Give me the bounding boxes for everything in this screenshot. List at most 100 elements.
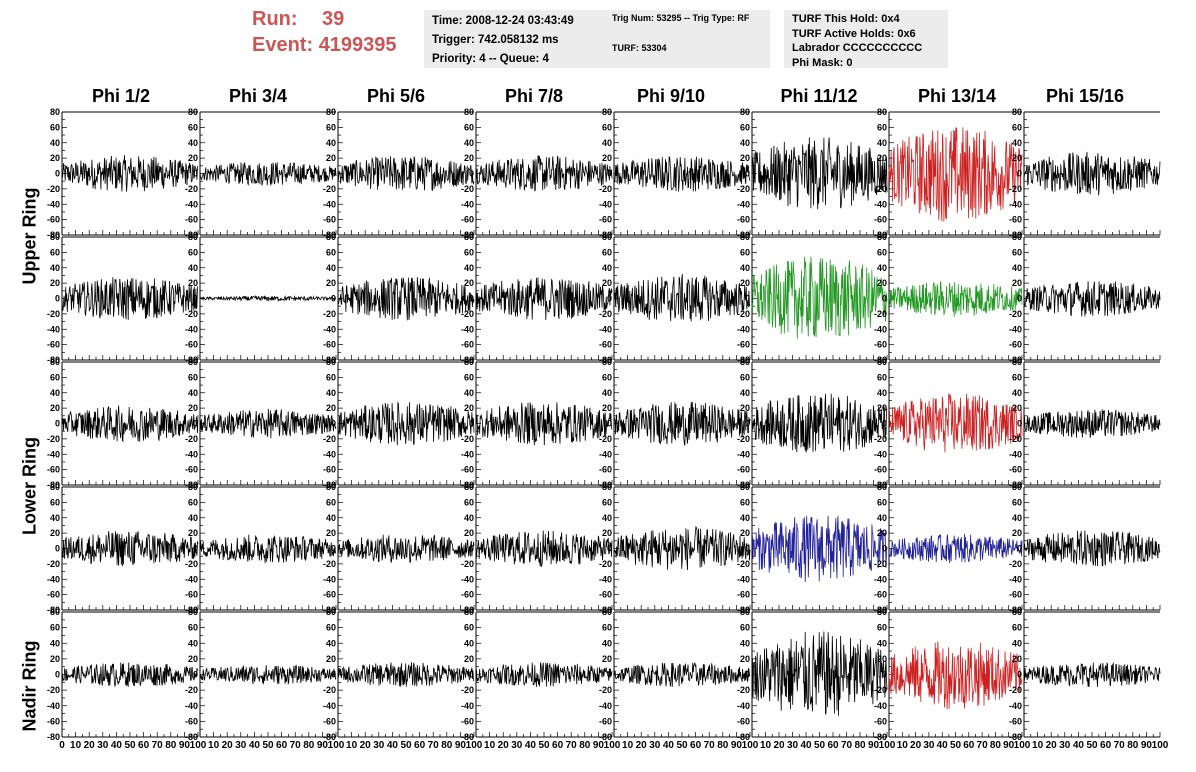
waveform-trace <box>61 531 199 567</box>
y-tick-label: 0 <box>193 294 198 304</box>
priority-text: Priority: 4 -- Queue: 4 <box>432 53 549 65</box>
y-tick-label: 40 <box>50 513 60 523</box>
y-tick-label: -60 <box>874 590 887 600</box>
y-tick-label: -20 <box>47 685 60 695</box>
y-tick-label: -60 <box>599 215 612 225</box>
y-tick-label: 60 <box>877 247 887 257</box>
y-tick-label: 80 <box>740 107 750 117</box>
y-tick-label: -80 <box>185 230 198 240</box>
y-tick-label: 40 <box>188 638 198 648</box>
y-tick-label: -40 <box>874 574 887 584</box>
y-tick-label: -80 <box>461 480 474 490</box>
waveform-panel: 80 60 40 20 0 -20 -40 -60 -80 <box>47 482 199 615</box>
y-tick-label: -40 <box>47 701 60 711</box>
y-tick-label: -80 <box>1009 355 1022 365</box>
y-tick-label: -20 <box>461 309 474 319</box>
y-tick-label: -80 <box>1009 605 1022 615</box>
x-tick-label: 90 <box>179 740 191 751</box>
y-tick-label: -60 <box>874 465 887 475</box>
y-tick-label: 80 <box>877 107 887 117</box>
waveform-panel: 80 60 40 20 0 -20 -40 -60 -80 <box>874 107 1023 240</box>
y-tick-label: 60 <box>877 497 887 507</box>
y-tick-label: -60 <box>323 340 336 350</box>
y-tick-label: 20 <box>1012 654 1022 664</box>
y-tick-label: 40 <box>464 388 474 398</box>
y-tick-label: 60 <box>740 247 750 257</box>
x-tick-label: 50 <box>538 740 550 751</box>
y-tick-label: 0 <box>1017 169 1022 179</box>
y-tick-label: -80 <box>874 355 887 365</box>
y-tick-label: -40 <box>874 449 887 459</box>
y-tick-label: 60 <box>464 122 474 132</box>
y-tick-label: -80 <box>185 480 198 490</box>
x-tick-label: 10 <box>484 740 496 751</box>
y-tick-label: 20 <box>188 278 198 288</box>
y-tick-label: -40 <box>599 701 612 711</box>
y-tick-label: 60 <box>50 247 60 257</box>
x-tick-label: 20 <box>84 740 96 751</box>
waveform-panel: 80 60 40 20 0 -20 -40 -60 -80 <box>874 357 1023 490</box>
waveform-trace <box>751 256 888 339</box>
waveform-panel: 80 60 40 20 0 -20 -40 -60 -80 <box>1009 232 1161 365</box>
y-tick-label: 20 <box>877 528 887 538</box>
y-tick-label: -80 <box>874 732 887 742</box>
y-tick-label: 80 <box>602 357 612 367</box>
y-tick-label: -80 <box>1009 230 1022 240</box>
y-tick-label: 80 <box>877 482 887 492</box>
y-tick-label: -80 <box>185 732 198 742</box>
waveform-panel: 80 60 40 20 0 -20 -40 -60 -80 <box>185 232 337 365</box>
waveform-panel: 80 60 40 20 0 -20 -40 -60 -80 <box>737 107 888 240</box>
y-tick-label: 80 <box>740 357 750 367</box>
y-tick-label: -80 <box>323 355 336 365</box>
y-tick-label: -20 <box>874 434 887 444</box>
y-tick-label: 60 <box>50 372 60 382</box>
y-tick-label: -80 <box>737 480 750 490</box>
y-tick-label: 20 <box>877 654 887 664</box>
y-tick-label: -40 <box>461 199 474 209</box>
y-tick-label: 60 <box>1012 247 1022 257</box>
y-tick-label: 40 <box>326 263 336 273</box>
time-text: Time: 2008-12-24 03:43:49 <box>432 15 574 27</box>
y-tick-label: 80 <box>464 107 474 117</box>
x-tick-label: 10 <box>622 740 634 751</box>
y-tick-label: -40 <box>323 199 336 209</box>
y-tick-label: -40 <box>185 199 198 209</box>
y-tick-label: -20 <box>323 309 336 319</box>
y-tick-label: 40 <box>877 388 887 398</box>
x-tick-label: 50 <box>814 740 826 751</box>
x-tick-label: 40 <box>525 740 537 751</box>
y-tick-label: -80 <box>47 732 60 742</box>
x-tick-label: 10 <box>760 740 772 751</box>
y-tick-label: 20 <box>877 278 887 288</box>
y-tick-label: 0 <box>55 670 60 680</box>
y-tick-label: -60 <box>1009 716 1022 726</box>
waveform-trace <box>199 534 337 564</box>
waveform-trace <box>613 273 751 322</box>
y-tick-label: 80 <box>464 607 474 617</box>
y-tick-label: 20 <box>602 153 612 163</box>
y-tick-label: -60 <box>461 340 474 350</box>
time-info-box: Time: 2008-12-24 03:43:49 Trigger: 742.0… <box>424 10 616 68</box>
y-tick-label: -60 <box>1009 340 1022 350</box>
x-tick-label: 70 <box>704 740 716 751</box>
x-tick-label: 10 <box>1032 740 1044 751</box>
y-tick-label: -20 <box>47 184 60 194</box>
waveform-panel: 80 60 40 20 0 -20 -40 -60 -80 <box>185 107 337 240</box>
y-tick-label: -40 <box>461 449 474 459</box>
y-tick-label: 40 <box>1012 513 1022 523</box>
waveform-trace <box>888 392 1023 453</box>
y-tick-label: 40 <box>1012 263 1022 273</box>
y-tick-label: -60 <box>461 590 474 600</box>
y-tick-label: 80 <box>877 607 887 617</box>
waveform-trace <box>337 662 475 687</box>
waveform-trace <box>61 662 199 688</box>
x-tick-label: 60 <box>276 740 288 751</box>
waveform-panel: 80 60 40 20 0 -20 -40 -60 -80 <box>1009 107 1161 240</box>
waveform-trace <box>751 137 888 210</box>
y-tick-label: 20 <box>1012 278 1022 288</box>
waveform-panel: 80 60 40 20 0 -20 -40 -60 -80 <box>599 232 751 365</box>
y-tick-label: 0 <box>607 544 612 554</box>
x-tick-label: 30 <box>235 740 247 751</box>
x-tick-label: 0 <box>59 740 65 751</box>
y-tick-label: 60 <box>188 122 198 132</box>
